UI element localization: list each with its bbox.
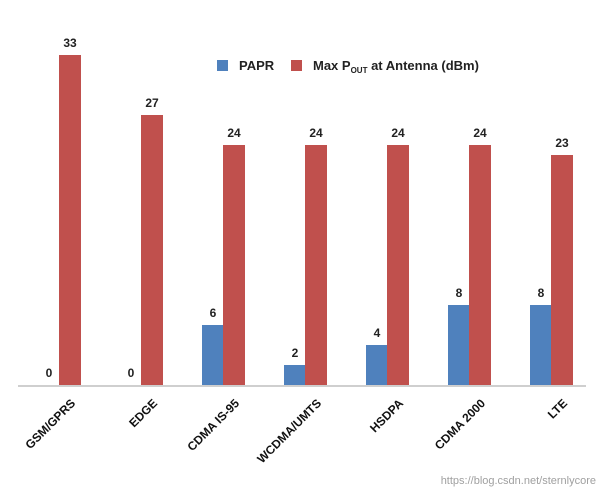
value-label-papr-cdma-2000: 8: [456, 286, 463, 300]
value-label-papr-wcdma-umts: 2: [292, 346, 299, 360]
legend-label-papr: PAPR: [239, 58, 275, 73]
value-labels-group: 0 33 0 27 6 24 2 24 4 24 8 24 8 23: [46, 36, 569, 380]
value-label-max-pout-cdma-2000: 24: [473, 126, 487, 140]
value-label-max-pout-edge: 27: [145, 96, 159, 110]
value-label-papr-hsdpa: 4: [374, 326, 381, 340]
value-label-max-pout-wcdma-umts: 24: [309, 126, 323, 140]
legend: PAPR Max POUT at Antenna (dBm): [217, 58, 479, 75]
bar-papr-cdma-2000: [448, 305, 470, 385]
legend-label-max-pout: Max POUT at Antenna (dBm): [313, 58, 479, 75]
legend-label-max-main: Max P: [313, 58, 351, 73]
bars-group: [59, 55, 573, 385]
legend-label-max-rest: at Antenna (dBm): [367, 58, 478, 73]
value-label-papr-edge: 0: [128, 366, 135, 380]
value-label-max-pout-cdma-is-95: 24: [227, 126, 241, 140]
bar-max-pout-edge: [141, 115, 163, 385]
bar-papr-hsdpa: [366, 345, 388, 385]
bar-max-pout-gsm-gprs: [59, 55, 81, 385]
category-label-gsm-gprs: GSM/GPRS: [22, 396, 78, 452]
value-label-max-pout-hsdpa: 24: [391, 126, 405, 140]
value-label-max-pout-lte: 23: [555, 136, 569, 150]
category-label-lte: LTE: [545, 396, 570, 421]
category-label-cdma-2000: CDMA 2000: [432, 396, 489, 453]
legend-swatch-papr: [217, 60, 228, 71]
bar-papr-lte: [530, 305, 552, 385]
legend-label-max-sub: OUT: [351, 66, 368, 75]
bar-max-pout-hsdpa: [387, 145, 409, 385]
category-label-cdma-is-95: CDMA IS-95: [184, 396, 242, 454]
value-label-papr-cdma-is-95: 6: [210, 306, 217, 320]
bar-papr-wcdma-umts: [284, 365, 306, 385]
bar-max-pout-wcdma-umts: [305, 145, 327, 385]
category-label-hsdpa: HSDPA: [367, 396, 406, 435]
value-label-papr-lte: 8: [538, 286, 545, 300]
watermark-text: https://blog.csdn.net/sternlycore: [441, 475, 596, 487]
bar-max-pout-lte: [551, 155, 573, 385]
value-label-max-pout-gsm-gprs: 33: [63, 36, 77, 50]
value-label-papr-gsm-gprs: 0: [46, 366, 53, 380]
bar-papr-cdma-is-95: [202, 325, 224, 385]
category-label-edge: EDGE: [126, 396, 160, 430]
category-labels-group: GSM/GPRS EDGE CDMA IS-95 WCDMA/UMTS HSDPA CDM…: [22, 396, 570, 466]
bar-max-pout-cdma-2000: [469, 145, 491, 385]
category-label-wcdma-umts: WCDMA/UMTS: [254, 396, 324, 466]
bar-max-pout-cdma-is-95: [223, 145, 245, 385]
legend-swatch-max-pout: [291, 60, 302, 71]
